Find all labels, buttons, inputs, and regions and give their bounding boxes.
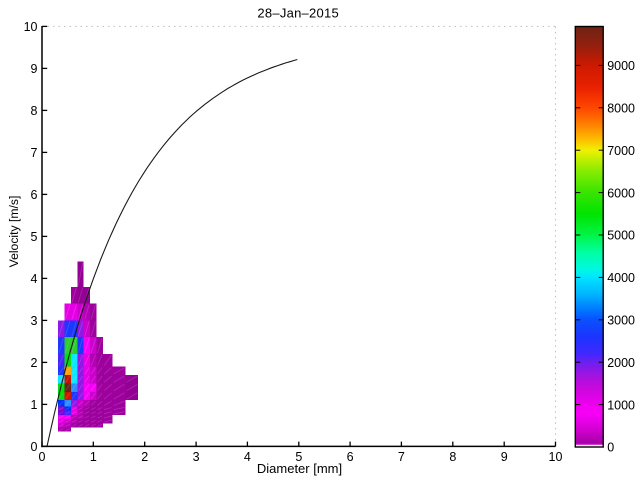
svg-text:3: 3 bbox=[193, 450, 200, 464]
svg-text:2: 2 bbox=[31, 356, 38, 370]
svg-text:7: 7 bbox=[398, 450, 405, 464]
svg-text:5: 5 bbox=[295, 450, 302, 464]
svg-text:4: 4 bbox=[31, 272, 38, 286]
svg-text:6: 6 bbox=[31, 188, 38, 202]
svg-text:0: 0 bbox=[607, 441, 614, 455]
svg-text:7: 7 bbox=[31, 146, 38, 160]
svg-text:10: 10 bbox=[24, 20, 38, 34]
svg-text:0: 0 bbox=[39, 450, 46, 464]
svg-text:4: 4 bbox=[244, 450, 251, 464]
svg-text:4000: 4000 bbox=[607, 271, 635, 285]
svg-text:9000: 9000 bbox=[607, 59, 635, 73]
svg-text:1: 1 bbox=[90, 450, 97, 464]
svg-text:8000: 8000 bbox=[607, 102, 635, 116]
svg-text:10: 10 bbox=[549, 450, 563, 464]
svg-text:9: 9 bbox=[31, 62, 38, 76]
svg-text:8: 8 bbox=[31, 104, 38, 118]
svg-text:3: 3 bbox=[31, 314, 38, 328]
svg-text:2: 2 bbox=[141, 450, 148, 464]
svg-text:5000: 5000 bbox=[607, 229, 635, 243]
svg-text:Velocity [m/s]: Velocity [m/s] bbox=[7, 196, 21, 268]
svg-text:6: 6 bbox=[347, 450, 354, 464]
svg-text:9: 9 bbox=[501, 450, 508, 464]
svg-text:1000: 1000 bbox=[607, 398, 635, 412]
svg-text:7000: 7000 bbox=[607, 144, 635, 158]
svg-text:6000: 6000 bbox=[607, 186, 635, 200]
svg-text:28–Jan–2015: 28–Jan–2015 bbox=[257, 5, 339, 20]
svg-text:1: 1 bbox=[31, 398, 38, 412]
svg-text:8: 8 bbox=[449, 450, 456, 464]
svg-text:Diameter [mm]: Diameter [mm] bbox=[257, 461, 342, 476]
svg-text:5: 5 bbox=[31, 230, 38, 244]
svg-text:2000: 2000 bbox=[607, 356, 635, 370]
svg-text:0: 0 bbox=[31, 440, 38, 454]
svg-text:3000: 3000 bbox=[607, 314, 635, 328]
